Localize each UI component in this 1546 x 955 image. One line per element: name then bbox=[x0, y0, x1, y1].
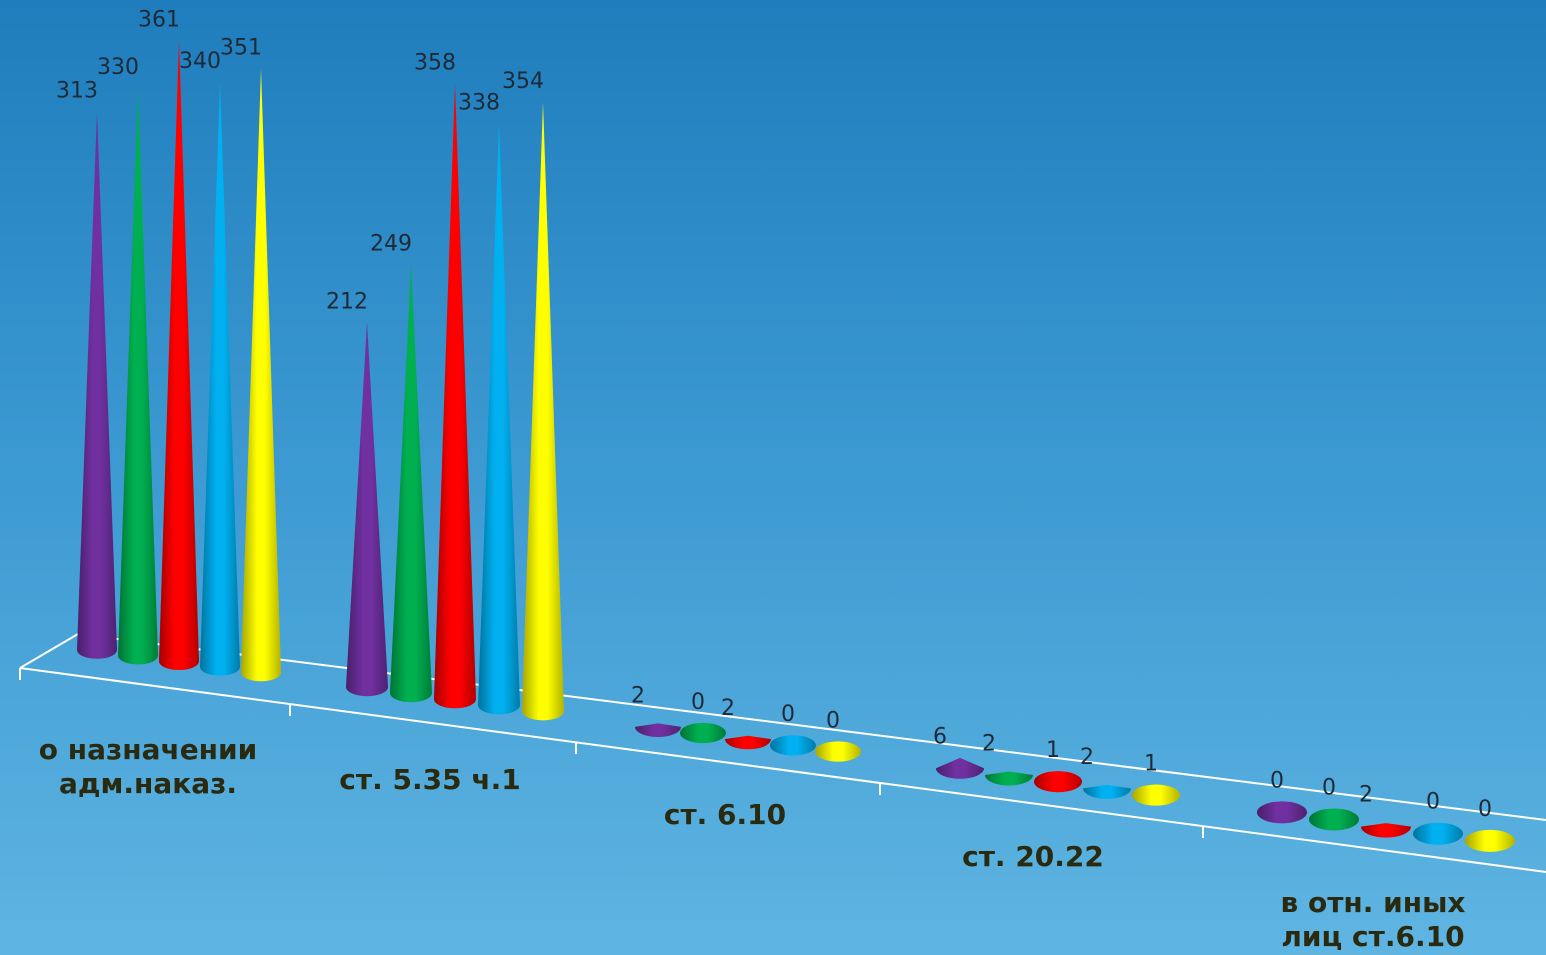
value-label: 0 bbox=[1270, 768, 1284, 793]
cone-shade bbox=[1361, 823, 1411, 838]
category-label: ст. 6.10 bbox=[663, 798, 787, 831]
value-label: 1 bbox=[1144, 752, 1158, 777]
cone bbox=[1034, 771, 1082, 793]
cone-shade bbox=[241, 68, 281, 682]
cone bbox=[936, 757, 984, 779]
value-label: 338 bbox=[458, 91, 500, 116]
cone-shade bbox=[200, 82, 240, 676]
value-label: 0 bbox=[691, 690, 705, 715]
cone bbox=[680, 722, 726, 744]
value-label: 2 bbox=[631, 684, 645, 709]
cone-shade bbox=[635, 723, 681, 737]
floor-edge bbox=[19, 633, 79, 669]
cone bbox=[1257, 801, 1307, 824]
value-label: 2 bbox=[1080, 745, 1094, 770]
cone bbox=[725, 735, 771, 750]
cone bbox=[241, 68, 281, 682]
value-label: 330 bbox=[97, 55, 139, 80]
value-label: 351 bbox=[220, 36, 262, 61]
cone bbox=[522, 102, 564, 721]
value-label: 0 bbox=[1478, 797, 1492, 822]
cone-shade bbox=[1083, 784, 1131, 799]
cone bbox=[390, 264, 432, 703]
cone-shade bbox=[1465, 829, 1515, 852]
value-label: 313 bbox=[56, 79, 98, 104]
cone bbox=[1083, 784, 1131, 799]
cone-shade bbox=[725, 735, 771, 750]
cone-shade bbox=[390, 264, 432, 703]
value-label: 0 bbox=[1426, 790, 1440, 815]
cone bbox=[1132, 784, 1180, 806]
cone bbox=[118, 88, 158, 665]
value-label: 361 bbox=[138, 7, 180, 32]
cone-shade bbox=[1034, 771, 1082, 793]
value-label: 2 bbox=[982, 731, 996, 756]
category-label: ст. 5.35 ч.1 bbox=[339, 763, 521, 796]
cone-shade bbox=[680, 722, 726, 744]
cone bbox=[1465, 829, 1515, 852]
cone bbox=[478, 123, 520, 715]
cone-shade bbox=[159, 40, 199, 671]
category-label: о назначении адм.наказ. bbox=[38, 733, 258, 800]
cone bbox=[985, 771, 1033, 786]
cone bbox=[1309, 808, 1359, 831]
cone-shade bbox=[77, 111, 117, 659]
value-label: 2 bbox=[1359, 783, 1373, 808]
cone bbox=[77, 111, 117, 659]
floor-edge bbox=[19, 667, 1546, 873]
cone bbox=[434, 83, 476, 709]
value-label: 1 bbox=[1046, 738, 1060, 763]
cone bbox=[635, 723, 681, 737]
cone-shade bbox=[118, 88, 158, 665]
value-label: 249 bbox=[370, 232, 412, 257]
cone-shade bbox=[1413, 822, 1463, 845]
category-label: в отн. иных лиц ст.6.10 bbox=[1280, 886, 1466, 953]
value-label: 0 bbox=[826, 708, 840, 733]
cone bbox=[346, 322, 388, 697]
cone-shade bbox=[522, 102, 564, 721]
cone-shade bbox=[478, 123, 520, 715]
cone bbox=[159, 40, 199, 671]
cone-shade bbox=[1132, 784, 1180, 806]
cone bbox=[1413, 822, 1463, 845]
value-label: 0 bbox=[781, 702, 795, 727]
value-label: 340 bbox=[179, 49, 221, 74]
cone-shade bbox=[1257, 801, 1307, 824]
cone-shade bbox=[985, 771, 1033, 786]
cone-shade bbox=[770, 735, 816, 756]
value-label: 2 bbox=[721, 696, 735, 721]
floor-edge bbox=[77, 633, 1546, 821]
cone bbox=[770, 735, 816, 756]
value-label: 212 bbox=[326, 289, 368, 314]
value-label: 354 bbox=[502, 69, 544, 94]
cone bbox=[815, 741, 861, 762]
floor bbox=[19, 633, 1546, 873]
value-label: 358 bbox=[414, 50, 456, 75]
cone-shade bbox=[1309, 808, 1359, 831]
value-label: 0 bbox=[1322, 775, 1336, 800]
value-label: 6 bbox=[933, 725, 947, 750]
cone bbox=[1361, 823, 1411, 838]
category-label: ст. 20.22 bbox=[962, 840, 1104, 873]
cone-shade bbox=[434, 83, 476, 709]
cone bbox=[200, 82, 240, 676]
cone-shade bbox=[936, 757, 984, 779]
cone-shade bbox=[346, 322, 388, 697]
cone-shade bbox=[815, 741, 861, 762]
